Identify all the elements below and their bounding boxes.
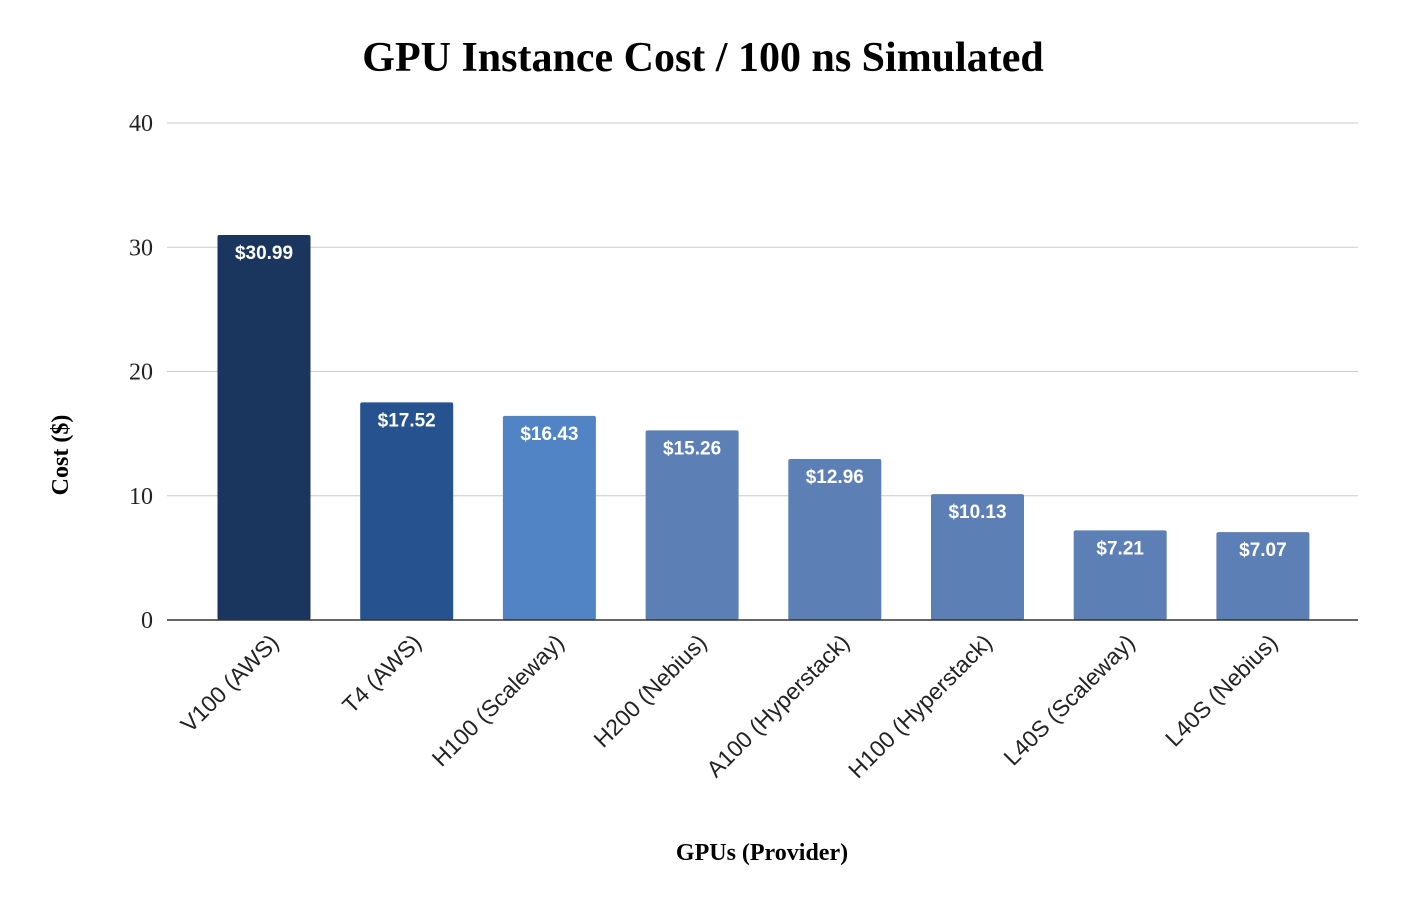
x-tick-label: H100 (Scaleway) <box>427 629 569 771</box>
x-tick-label: V100 (AWS) <box>175 629 283 737</box>
x-tick-label: L40S (Nebius) <box>1160 629 1282 751</box>
y-tick-label: 10 <box>129 484 153 510</box>
x-tick-label: H200 (Nebius) <box>588 629 711 752</box>
x-tick-label: L40S (Scaleway) <box>998 629 1139 770</box>
y-axis-title: Cost ($) <box>48 415 74 496</box>
x-tick-label: T4 (AWS) <box>337 629 426 718</box>
chart-title: GPU Instance Cost / 100 ns Simulated <box>362 35 1043 81</box>
data-label: $7.07 <box>1239 540 1287 561</box>
y-tick-label: 30 <box>129 235 153 261</box>
y-tick-label: 0 <box>141 608 153 634</box>
bar <box>502 415 596 620</box>
data-label: $10.13 <box>948 502 1006 523</box>
x-axis-title: GPUs (Provider) <box>676 840 848 866</box>
x-tick-label: H100 (Hyperstack) <box>843 629 997 783</box>
y-tick-label: 40 <box>129 111 153 137</box>
data-label: $12.96 <box>806 467 864 488</box>
bar <box>931 494 1024 620</box>
bar <box>788 458 882 620</box>
y-tick-label: 20 <box>129 360 153 386</box>
data-label: $30.99 <box>235 243 293 264</box>
bar <box>1216 532 1310 620</box>
data-label: $17.52 <box>378 410 436 431</box>
data-label: $15.26 <box>663 438 721 459</box>
bar <box>1073 530 1167 620</box>
data-label: $7.21 <box>1096 538 1144 559</box>
data-label: $16.43 <box>520 424 578 445</box>
bar <box>360 402 454 620</box>
x-tick-label: A100 (Hyperstack) <box>701 629 854 782</box>
bar <box>217 234 311 620</box>
bar <box>645 430 739 620</box>
